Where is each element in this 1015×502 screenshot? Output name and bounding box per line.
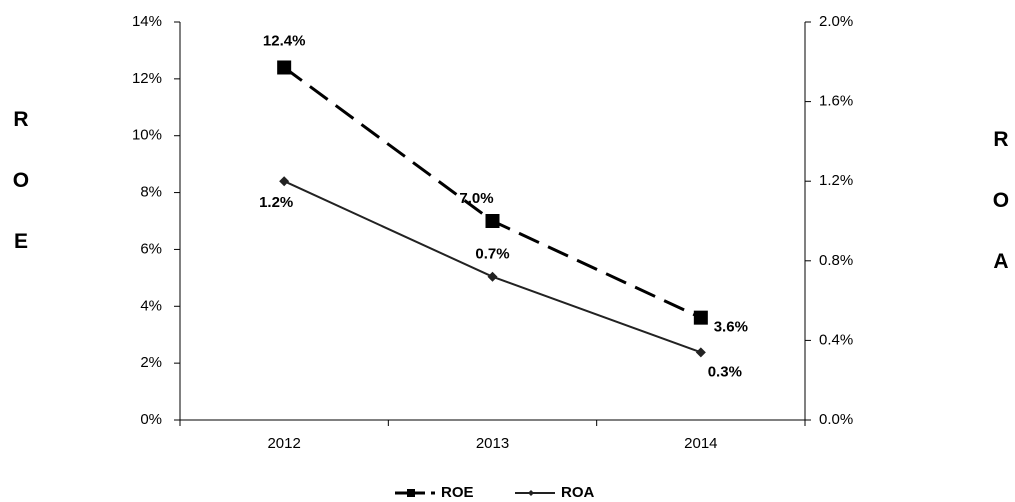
y-tick-label: 10% bbox=[132, 127, 162, 144]
y2-axis-title: ROA bbox=[989, 128, 1012, 311]
data-label: 7.0% bbox=[459, 190, 493, 207]
y-tick-label: 14% bbox=[132, 13, 162, 30]
y-tick-label: 0% bbox=[140, 411, 162, 428]
y2-tick-label: 1.6% bbox=[819, 93, 853, 110]
data-label: 0.7% bbox=[475, 246, 509, 263]
y2-tick-label: 1.2% bbox=[819, 172, 853, 189]
marker bbox=[487, 271, 498, 282]
legend-label: ROA bbox=[561, 484, 595, 501]
marker bbox=[695, 347, 706, 358]
marker bbox=[693, 310, 708, 325]
y2-tick-label: 0.4% bbox=[819, 331, 853, 348]
y-axis-title: ROE bbox=[9, 108, 32, 291]
legend-label: ROE bbox=[441, 484, 474, 501]
x-tick-label: 2014 bbox=[684, 435, 717, 452]
data-label: 0.3% bbox=[708, 363, 742, 380]
marker bbox=[528, 490, 534, 496]
marker bbox=[485, 214, 500, 228]
y-tick-label: 6% bbox=[140, 240, 162, 257]
x-tick-label: 2012 bbox=[267, 435, 300, 452]
y2-tick-label: 0.8% bbox=[819, 252, 853, 269]
marker bbox=[407, 489, 415, 497]
y-tick-label: 8% bbox=[140, 184, 162, 201]
y-tick-label: 4% bbox=[140, 297, 162, 314]
y2-tick-label: 2.0% bbox=[819, 13, 853, 30]
y-tick-label: 2% bbox=[140, 354, 162, 371]
data-label: 3.6% bbox=[714, 319, 748, 336]
marker bbox=[279, 176, 290, 187]
y2-tick-label: 0.0% bbox=[819, 411, 853, 428]
marker bbox=[277, 60, 292, 75]
data-label: 12.4% bbox=[263, 32, 306, 49]
data-label: 1.2% bbox=[259, 194, 293, 211]
y-tick-label: 12% bbox=[132, 70, 162, 87]
x-tick-label: 2013 bbox=[476, 435, 509, 452]
